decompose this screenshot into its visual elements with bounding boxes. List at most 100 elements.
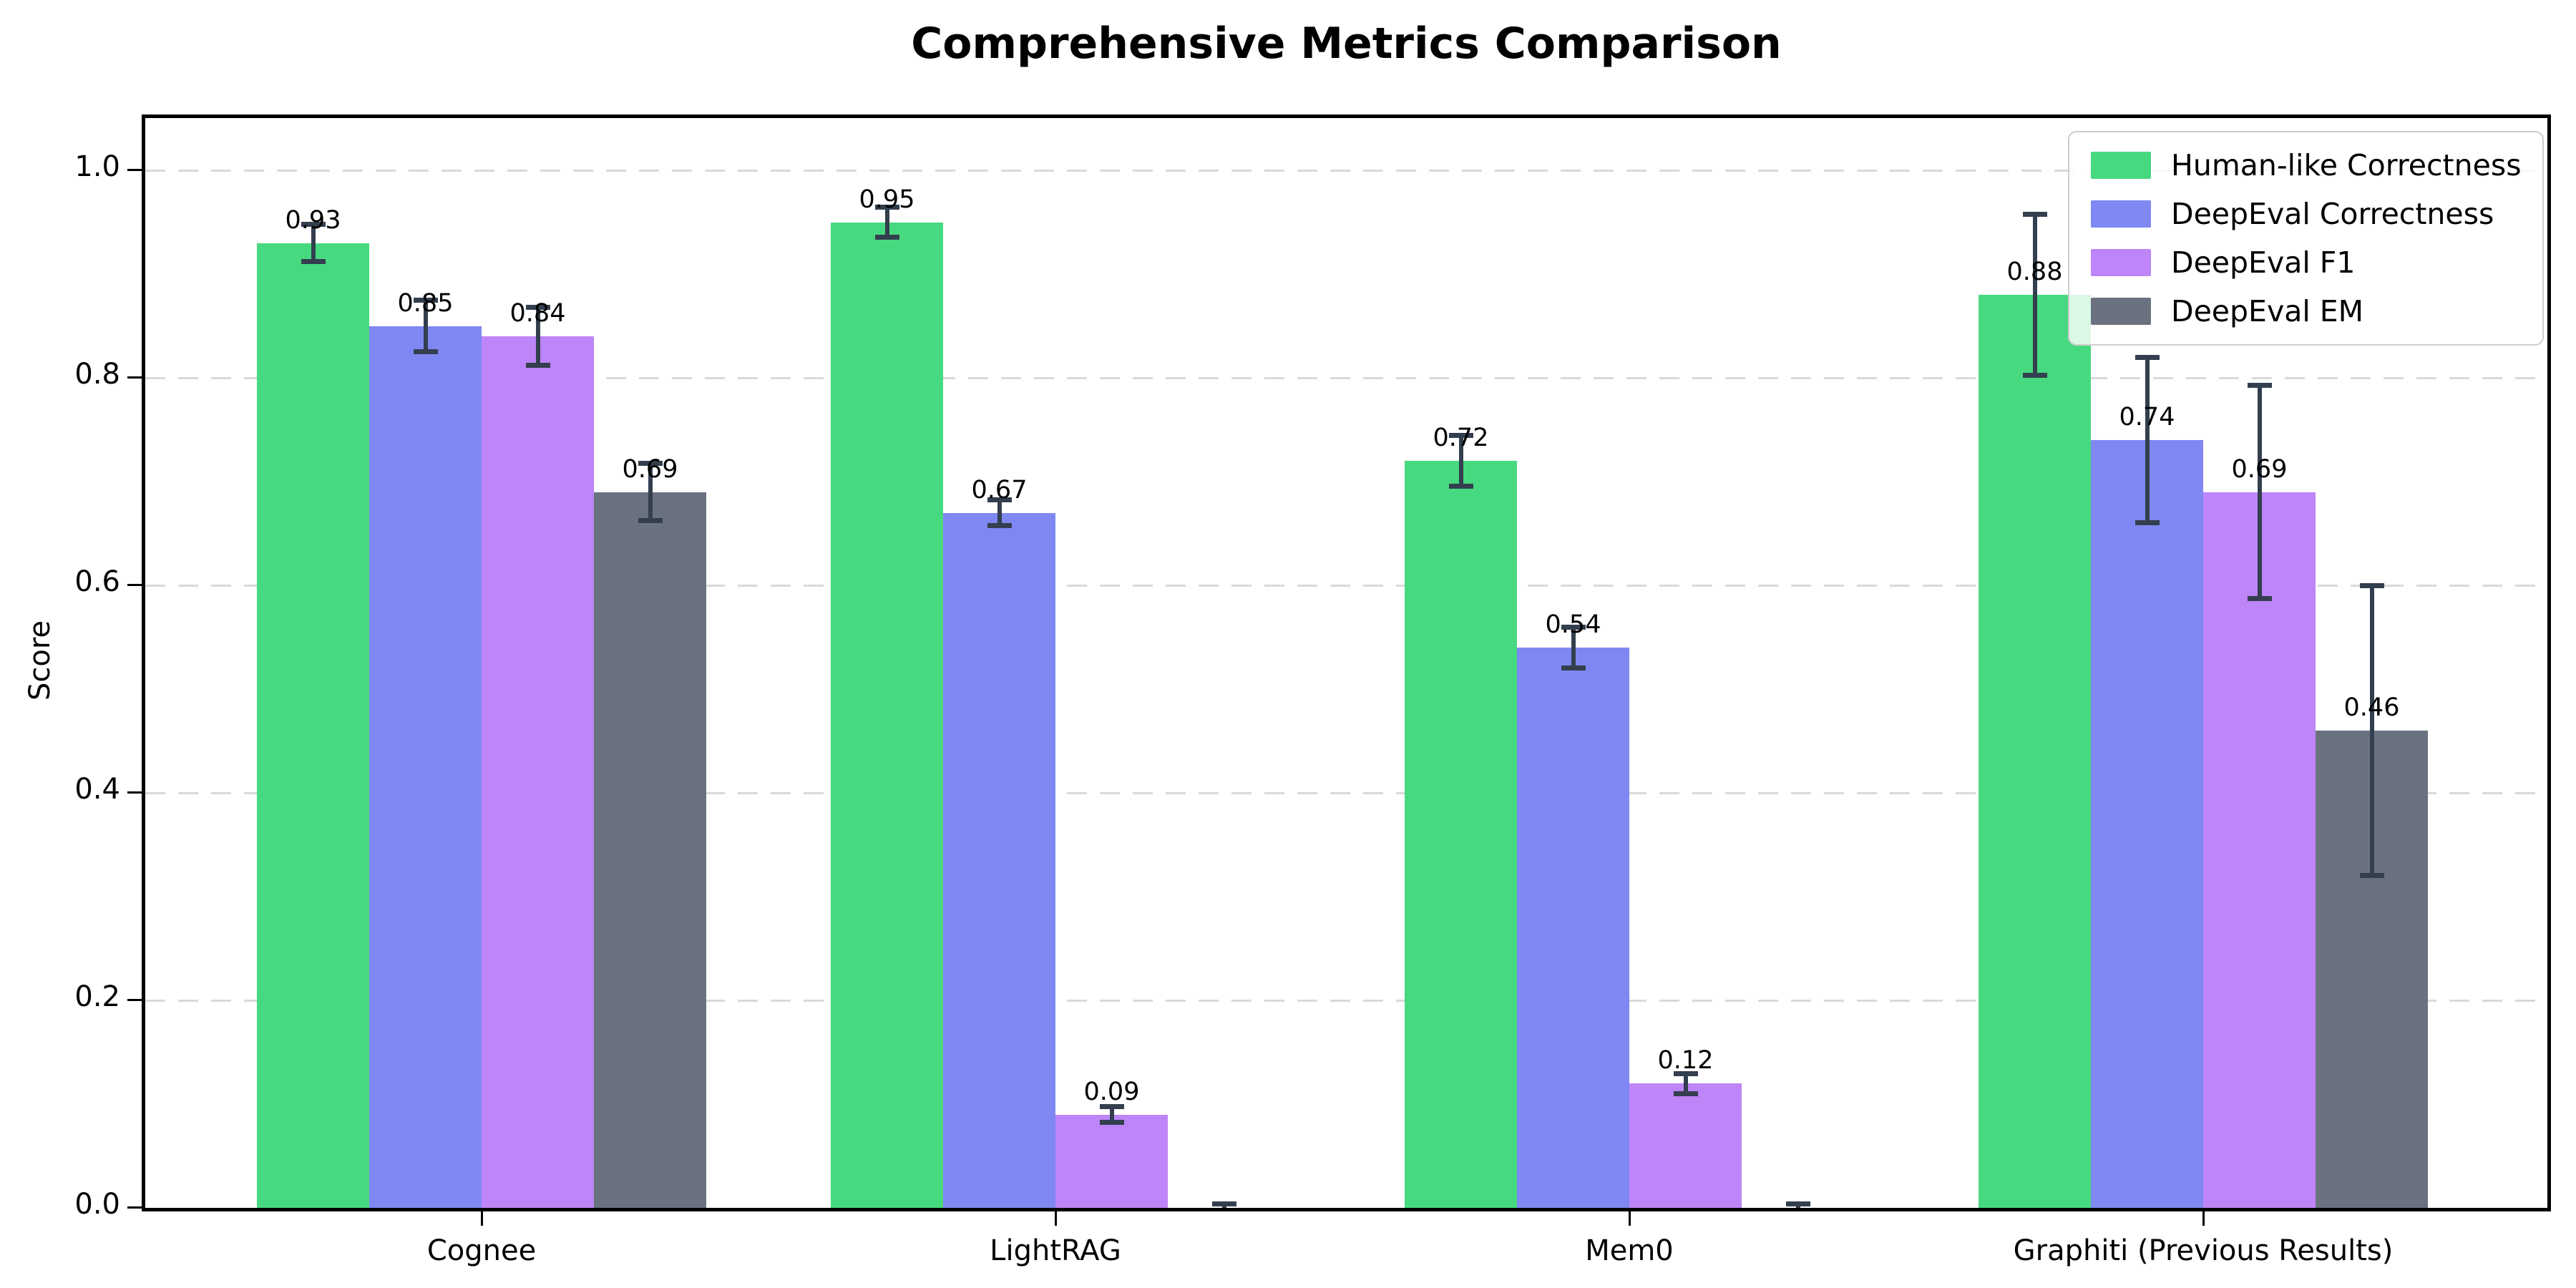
gridline: [145, 170, 2547, 172]
error-bar: [1571, 627, 1576, 668]
bar: [831, 222, 943, 1208]
bar-value-label: 0.46: [2343, 693, 2400, 722]
error-bar-cap-top: [525, 305, 550, 311]
error-bar-cap-top: [987, 497, 1012, 502]
y-tick-mark: [127, 584, 142, 586]
legend-swatch: [2091, 200, 2151, 228]
error-bar-cap-top: [1673, 1070, 1698, 1076]
y-axis-label: Score: [24, 620, 57, 701]
bar-value-label: 0.69: [622, 454, 678, 484]
error-bar-cap-bottom: [2022, 373, 2047, 379]
bar: [2091, 440, 2203, 1208]
y-tick-label: 1.0: [74, 150, 120, 183]
error-bar: [311, 224, 316, 262]
y-tick-mark: [127, 999, 142, 1001]
bar: [2203, 492, 2316, 1208]
bar-value-label: 0.95: [859, 185, 915, 214]
bar: [594, 492, 706, 1208]
bar-value-label: 0.74: [2119, 403, 2175, 431]
y-tick-label: 0.0: [74, 1188, 120, 1221]
y-tick-label: 0.6: [74, 565, 120, 598]
error-bar-cap-bottom: [1561, 665, 1586, 670]
x-tick-label: Graphiti (Previous Results): [2013, 1234, 2394, 1267]
error-bar-cap-top: [1561, 625, 1586, 630]
legend-label: Human-like Correctness: [2171, 148, 2522, 182]
error-bar-cap-top: [2247, 383, 2272, 389]
legend-item: DeepEval Correctness: [2091, 197, 2521, 231]
error-bar: [2257, 385, 2262, 599]
legend-item: Human-like Correctness: [2091, 148, 2522, 182]
error-bar: [997, 499, 1002, 527]
error-bar-cap-top: [301, 222, 326, 228]
bar-value-label: 0.85: [397, 288, 454, 318]
error-bar-cap-bottom: [2135, 520, 2160, 525]
x-tick-label: Mem0: [1585, 1234, 1674, 1267]
legend-swatch: [2091, 298, 2151, 325]
error-bar: [1683, 1073, 1688, 1094]
legend-label: DeepEval EM: [2171, 294, 2364, 328]
gridline: [145, 792, 2547, 794]
error-bar: [648, 462, 653, 522]
legend-swatch: [2091, 249, 2151, 276]
x-tick-mark: [1629, 1211, 1631, 1226]
legend-label: DeepEval F1: [2171, 245, 2356, 280]
legend-item: DeepEval EM: [2091, 294, 2521, 328]
gridline: [145, 585, 2547, 587]
error-bar: [2369, 585, 2374, 876]
bar-value-label: 0.69: [2231, 454, 2288, 484]
error-bar-cap-bottom: [638, 518, 663, 524]
error-bar-cap-top: [2135, 355, 2160, 360]
bar: [1979, 295, 2091, 1208]
error-bar: [2032, 213, 2037, 376]
bar: [943, 512, 1055, 1208]
chart-title: Comprehensive Metrics Comparison: [911, 19, 1782, 69]
error-bar-cap-bottom: [301, 258, 326, 264]
error-bar: [423, 300, 428, 352]
error-bar-cap-bottom: [987, 523, 1012, 529]
error-bar: [2145, 357, 2150, 523]
y-tick-label: 0.4: [74, 773, 120, 806]
error-bar: [1458, 434, 1463, 487]
gridline: [145, 377, 2547, 379]
legend: Human-like Correctness DeepEval Correctne…: [2068, 131, 2544, 346]
bar-value-label: 0.84: [509, 299, 566, 328]
y-tick-mark: [127, 169, 142, 171]
bar: [369, 326, 482, 1208]
error-bar-cap-top: [874, 204, 899, 210]
bar-value-label: 0.09: [1083, 1077, 1140, 1106]
x-tick-mark: [2202, 1211, 2205, 1226]
bar: [1405, 461, 1517, 1208]
error-bar-cap-top: [638, 460, 663, 466]
error-bar: [535, 307, 540, 366]
error-bar: [884, 206, 889, 238]
bar-value-label: 0.67: [971, 475, 1028, 504]
bar: [1629, 1083, 1742, 1208]
x-tick-mark: [1055, 1211, 1057, 1226]
error-bar-cap-top: [1099, 1103, 1124, 1109]
error-bar-cap-bottom: [1673, 1091, 1698, 1096]
bar-value-label: 0.88: [2006, 258, 2063, 286]
error-bar-cap-top: [1785, 1201, 1810, 1207]
legend-label: DeepEval Correctness: [2171, 197, 2494, 231]
error-bar-cap-bottom: [2247, 595, 2272, 601]
plot-inner: 0.93 0.95 0.72 0.88 0.85 0.67 0.54 0.74 0.84 0.09…: [145, 118, 2547, 1208]
y-tick-mark: [127, 1206, 142, 1209]
x-tick-label: Cognee: [426, 1234, 537, 1267]
bar: [1055, 1114, 1168, 1208]
y-tick-mark: [127, 791, 142, 794]
error-bar-cap-bottom: [874, 235, 899, 240]
bar-value-label: 0.72: [1433, 424, 1489, 452]
y-tick-label: 0.2: [74, 980, 120, 1013]
x-tick-label: LightRAG: [990, 1234, 1121, 1267]
error-bar: [1109, 1106, 1114, 1123]
bar-value-label: 0.54: [1545, 610, 1601, 639]
error-bar-cap-bottom: [413, 348, 438, 354]
y-tick-mark: [127, 376, 142, 379]
bar-value-label: 0.12: [1657, 1046, 1714, 1075]
bar-value-label: 0.93: [285, 205, 341, 235]
error-bar-cap-bottom: [2359, 873, 2384, 878]
error-bar-cap-top: [2359, 583, 2384, 588]
error-bar-cap-top: [1211, 1201, 1236, 1207]
x-tick-mark: [481, 1211, 483, 1226]
y-tick-label: 0.8: [74, 358, 120, 391]
